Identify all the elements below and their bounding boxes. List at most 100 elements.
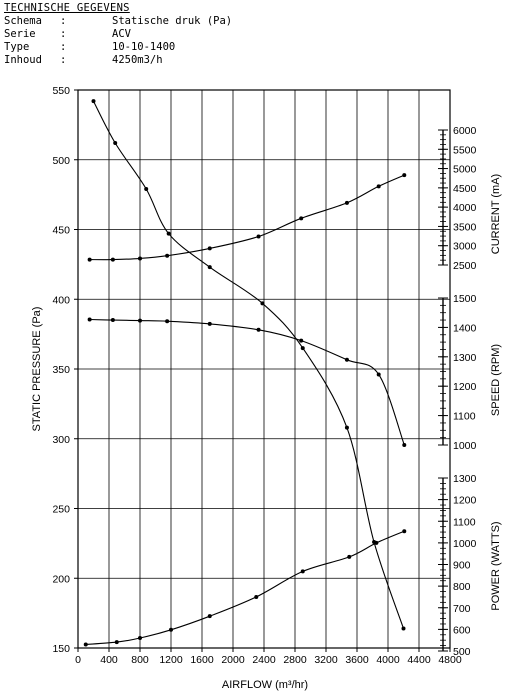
spec-key: Inhoud [4, 54, 42, 66]
right-axis-tick-label: 1200 [453, 381, 477, 393]
spec-value: 4250m3/h [112, 54, 163, 66]
spec-value: ACV [112, 28, 131, 40]
spec-row-type: Type : 10-10-1400 [4, 41, 324, 54]
spec-value: 10-10-1400 [112, 41, 176, 53]
power-series-point [138, 636, 142, 641]
speed-series-point [87, 317, 92, 322]
x-tick-label: 800 [131, 654, 149, 666]
spec-key: Schema [4, 15, 42, 27]
axes: 0 400 800 1200 1600 2000 2400 2800 3200 3600 4000 4… [52, 85, 476, 666]
x-tick-label: 4800 [438, 654, 462, 666]
right-axis-tick-label: 500 [453, 646, 471, 658]
spec-row-serie: Serie : ACV [4, 28, 324, 41]
x-tick-label: 2400 [252, 654, 276, 666]
static-pressure-series-point [113, 141, 118, 146]
y-tick-label: 500 [52, 155, 70, 167]
y-axis-label: STATIC PRESSURE (Pa) [31, 307, 43, 432]
power-series-point [254, 594, 259, 599]
power-series-point [169, 627, 173, 632]
power-series-point [300, 569, 305, 574]
speed-axis-label: SPEED (RPM) [490, 344, 502, 416]
static-pressure-series-point [207, 265, 212, 270]
current-series-point [207, 246, 212, 251]
right-axis-tick-label: 5000 [453, 164, 477, 176]
x-axis-label: AIRFLOW (m³/hr) [222, 679, 308, 691]
spec-row-inhoud: Inhoud : 4250m3/h [4, 54, 324, 67]
current-series-point [256, 234, 261, 239]
y-tick-label: 200 [52, 573, 70, 585]
right-axis-tick-label: 2500 [453, 260, 477, 272]
current-series-point [299, 216, 304, 221]
speed-series-line [89, 318, 405, 446]
x-tick-label: 2000 [221, 654, 245, 666]
grid [77, 89, 451, 649]
speed-series-point [344, 357, 349, 362]
current-series-point [344, 200, 349, 205]
right-axis-tick-label: 4500 [453, 183, 477, 195]
y-tick-label: 550 [52, 85, 70, 97]
current-series-point [376, 184, 381, 189]
y-tick-label: 400 [52, 294, 70, 306]
right-axis-tick-label: 1100 [453, 516, 476, 528]
plot-frame [77, 89, 451, 649]
x-tick-label: 2800 [283, 654, 307, 666]
power-axis-label: POWER (WATTS) [490, 521, 502, 610]
spec-separator: : [60, 28, 67, 40]
right-axis-tick-label: 4000 [453, 202, 477, 214]
power-series-point [402, 529, 407, 534]
static-pressure-series-point [144, 187, 149, 192]
series [83, 99, 407, 647]
static-pressure-series-line [93, 100, 405, 629]
current-series-line [89, 174, 405, 261]
right-axis-tick-label: 1400 [453, 322, 477, 334]
right-axis-tick-label: 6000 [453, 125, 477, 137]
static-pressure-series-point [166, 231, 171, 236]
speed-series-point [376, 372, 381, 377]
speed-series-point [138, 318, 142, 323]
y-tick-label: 150 [52, 643, 70, 655]
right-axis-tick-label: 900 [453, 560, 471, 572]
y-tick-label: 350 [52, 364, 70, 376]
right-axis-tick-label: 1100 [453, 411, 476, 423]
power-series-point [347, 554, 352, 559]
static-pressure-series-point [300, 346, 305, 351]
right-axis-tick-label: 1500 [453, 293, 477, 305]
x-tick-label: 3600 [345, 654, 369, 666]
static-pressure-series-point [91, 99, 96, 104]
right-axis-tick-label: 1300 [453, 352, 477, 364]
x-tick-label: 3200 [314, 654, 338, 666]
spec-separator: : [60, 41, 67, 53]
speed-series-point [207, 321, 212, 326]
x-tick-label: 400 [100, 654, 118, 666]
speed-series-point [299, 338, 304, 343]
x-tick-label: 4000 [376, 654, 400, 666]
y-tick-label: 300 [52, 434, 70, 446]
spec-row-schema: Schema : Statische druk (Pa) [4, 15, 324, 28]
current-series-point [87, 257, 92, 262]
spec-value: Statische druk (Pa) [112, 15, 233, 27]
static-pressure-series-point [401, 626, 406, 631]
specs-title: TECHNISCHE GEGEVENS [4, 2, 130, 14]
right-axis-tick-label: 3500 [453, 221, 477, 233]
right-axis-tick-label: 1000 [453, 440, 477, 452]
right-axis-tick-label: 1200 [453, 495, 477, 507]
current-axis-label: CURRENT (mA) [490, 174, 502, 254]
spec-separator: : [60, 54, 67, 66]
x-tick-label: 0 [75, 654, 81, 666]
power-series-point [83, 642, 88, 647]
spec-key: Serie [4, 28, 36, 40]
current-series-point [165, 253, 170, 258]
x-tick-label: 4400 [407, 654, 431, 666]
speed-series-point [256, 327, 261, 332]
speed-series-point [110, 318, 115, 323]
right-axis-tick-label: 5500 [453, 144, 477, 156]
power-series-line [85, 530, 405, 646]
spec-key: Type [4, 41, 30, 53]
current-series-point [402, 173, 407, 178]
power-series-point [374, 540, 379, 545]
x-tick-label: 1200 [159, 654, 183, 666]
x-tick-label: 1600 [190, 654, 214, 666]
power-series-point [207, 614, 212, 619]
y-tick-label: 450 [52, 225, 70, 237]
